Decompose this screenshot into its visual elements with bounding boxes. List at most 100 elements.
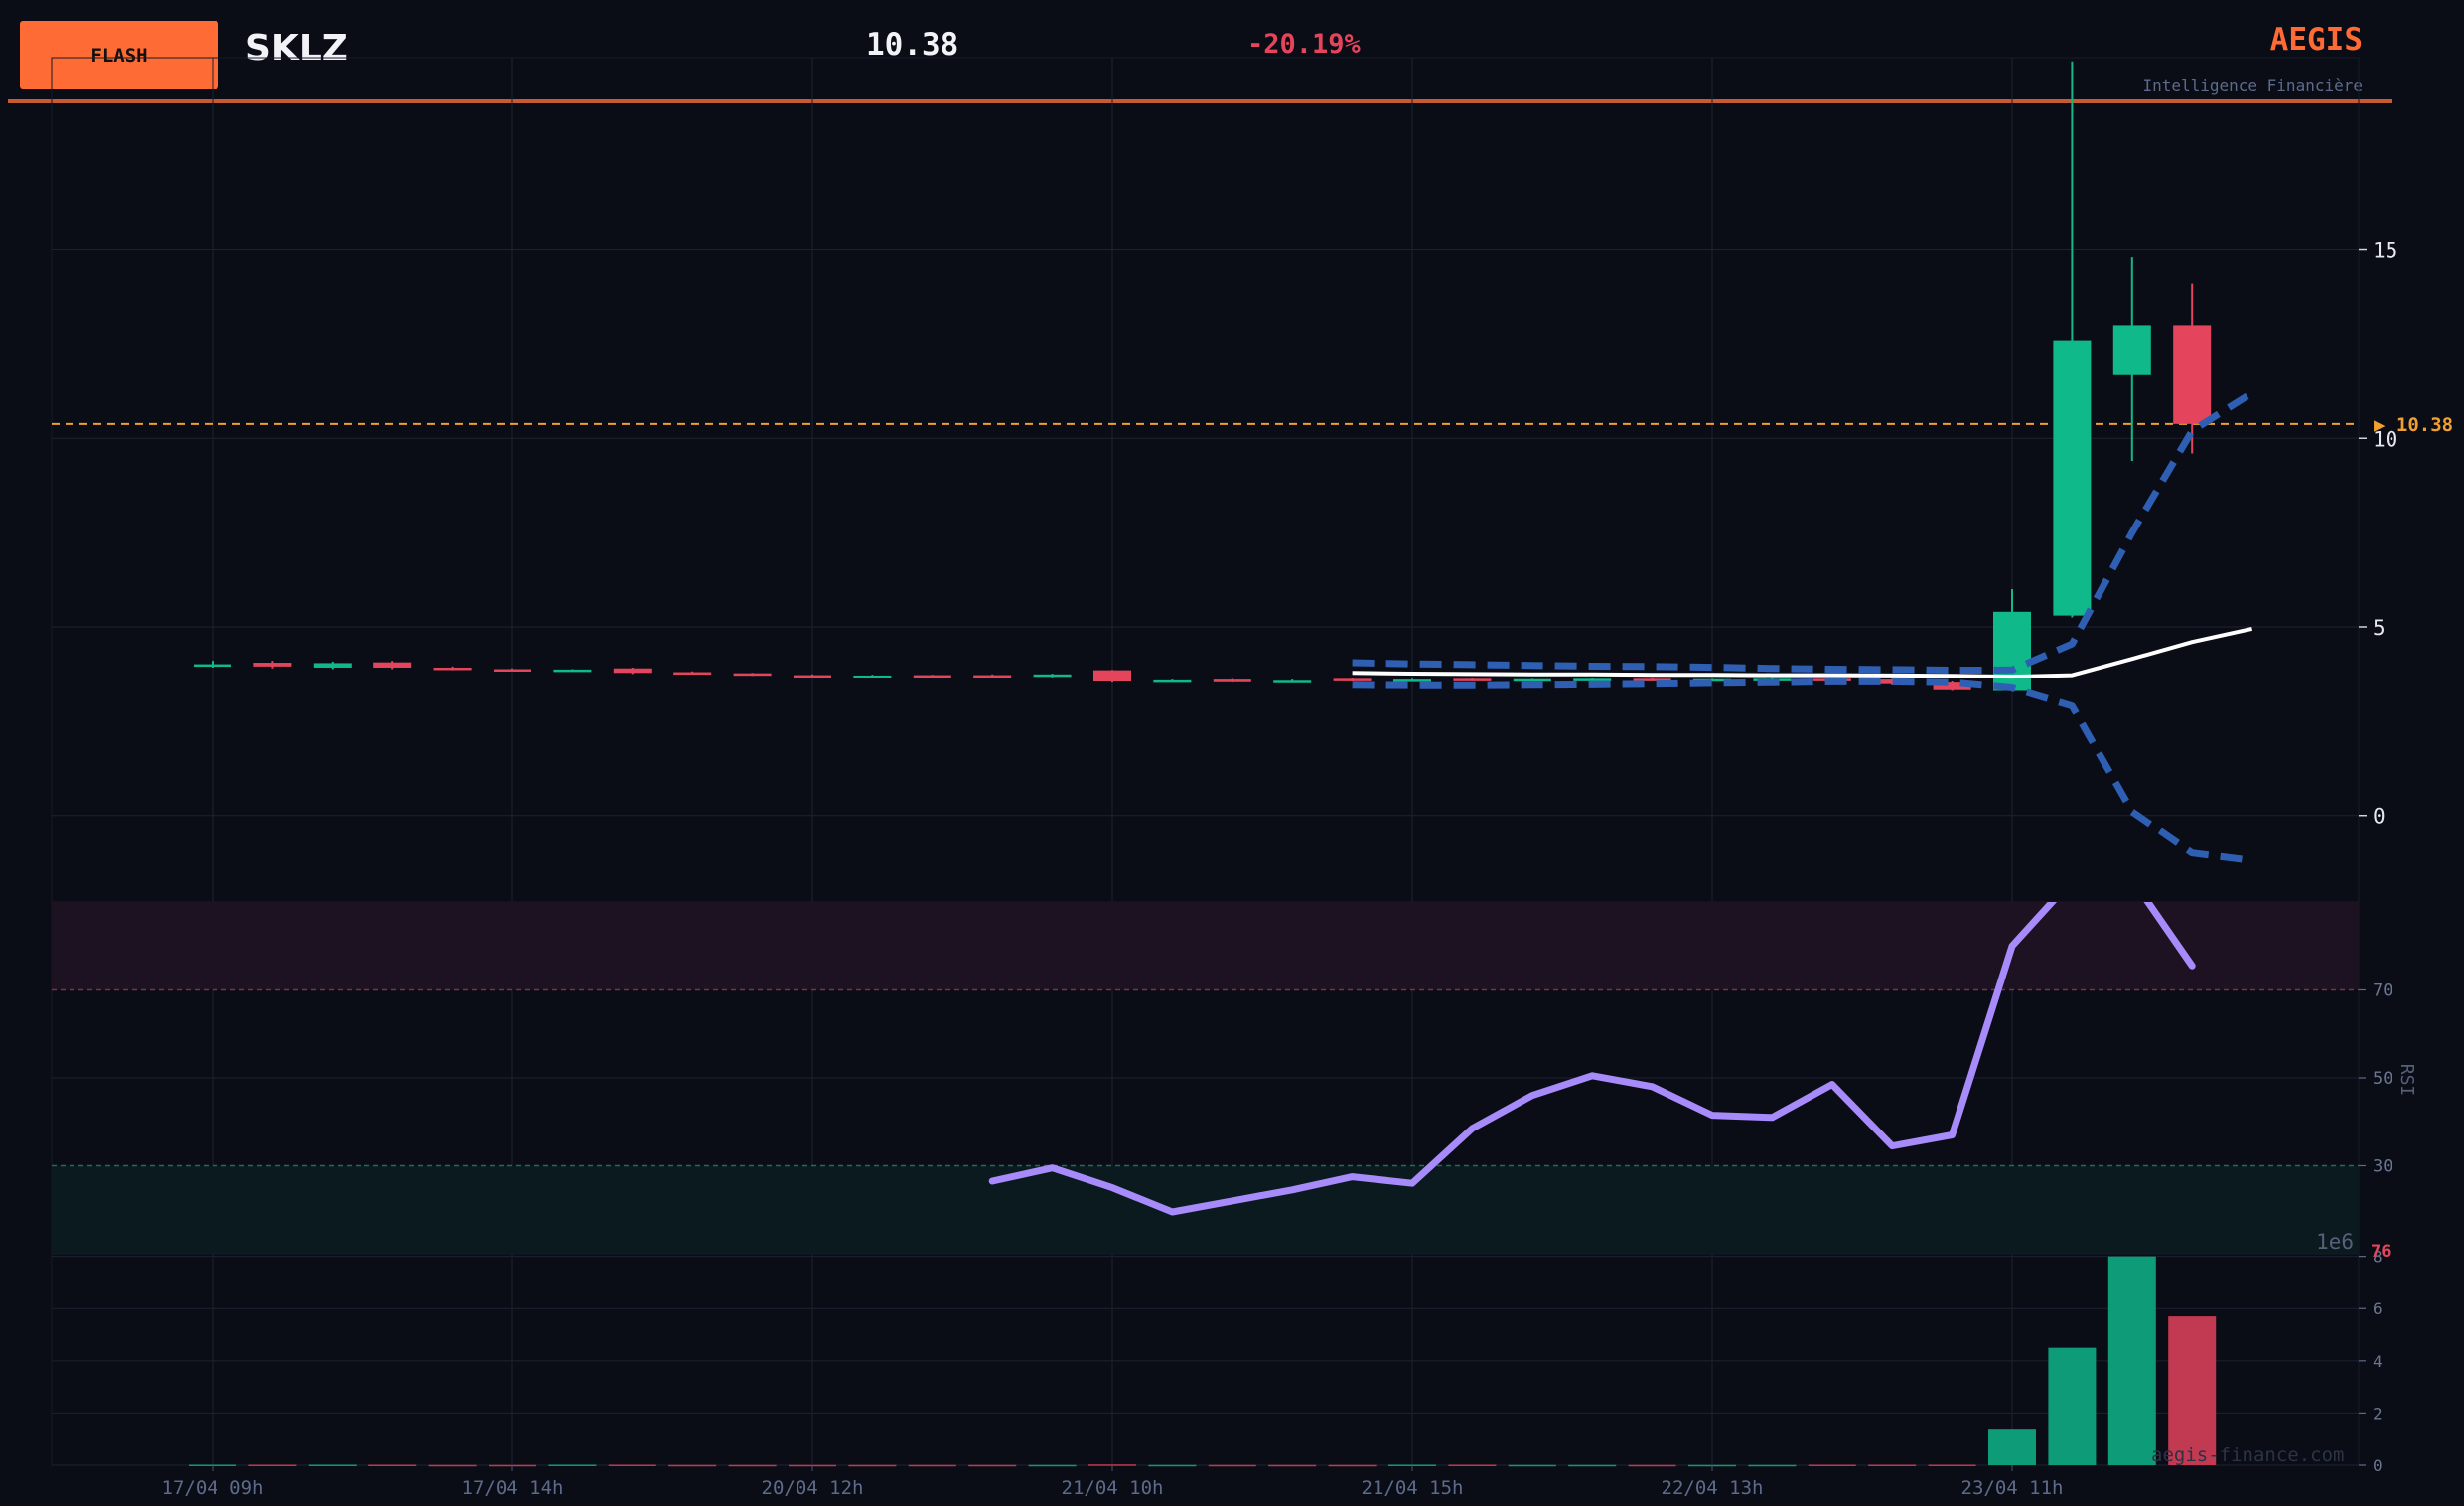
candle-body — [2112, 325, 2151, 375]
candle-body — [1393, 679, 1431, 682]
candle-body — [673, 672, 712, 676]
volume-bar — [1628, 1464, 1676, 1467]
x-tick-label: 21/04 15h — [1362, 1477, 1464, 1499]
candle-body — [1873, 679, 1912, 684]
candle-body — [1513, 678, 1551, 682]
volume-bar — [1028, 1464, 1077, 1467]
x-tick-label: 23/04 11h — [1961, 1477, 2064, 1499]
x-tick-label: 17/04 09h — [162, 1477, 264, 1499]
volume-bar — [1508, 1464, 1556, 1467]
volume-bar — [248, 1464, 297, 1466]
y-tick-label: 2 — [2373, 1404, 2383, 1423]
candle-body — [1573, 678, 1612, 681]
y-tick-label: 8 — [2373, 1248, 2383, 1267]
bollinger-upper-band — [1352, 389, 2254, 675]
y-tick-label: 10 — [2373, 427, 2397, 451]
volume-bar — [1448, 1464, 1497, 1466]
candle-body — [1933, 682, 1971, 690]
rsi-oversold-zone — [52, 1165, 2359, 1254]
x-axis: 17/04 09h 17/04 14h 20/04 12h 21/04 10h 21/0… — [162, 1465, 2064, 1499]
candle-body — [433, 667, 472, 671]
candle-body — [1153, 679, 1192, 683]
candle-body — [1093, 670, 1131, 682]
candle-body — [2173, 325, 2212, 424]
y-tick-label: 6 — [2373, 1299, 2383, 1318]
y-tick-label: 70 — [2373, 981, 2392, 1001]
y-tick-label: 15 — [2373, 239, 2397, 263]
candle-body — [373, 662, 412, 668]
volume-bar — [2168, 1316, 2217, 1465]
candle-body — [973, 675, 1012, 678]
rsi-axis-label: RSI — [2396, 1064, 2417, 1097]
header-divider — [8, 99, 2392, 103]
x-tick-label: 21/04 10h — [1062, 1477, 1164, 1499]
volume-bar — [668, 1464, 717, 1467]
volume-bar — [1088, 1464, 1136, 1466]
volume-bar — [1988, 1429, 2036, 1465]
last-price: 10.38 — [866, 27, 959, 63]
x-tick-label: 22/04 13h — [1662, 1477, 1764, 1499]
volume-bar — [2107, 1256, 2156, 1465]
candle-body — [1453, 678, 1492, 681]
volume-bar — [1268, 1464, 1317, 1467]
volume-bar — [1748, 1464, 1797, 1467]
volume-bar — [1208, 1464, 1256, 1467]
ticker-symbol: SKLZ — [245, 28, 348, 69]
volume-panel: 0 2 4 6 8 1e6 76 — [51, 1230, 2391, 1475]
volume-bar — [308, 1464, 357, 1466]
flash-badge: FLASH — [20, 21, 218, 89]
volume-bar — [1868, 1464, 1917, 1466]
candle-body — [853, 675, 892, 678]
volume-bar — [848, 1464, 897, 1467]
volume-bar — [1928, 1464, 1976, 1466]
x-tick-label: 20/04 12h — [762, 1477, 864, 1499]
header: FLASH SKLZ 10.38 -20.19% AEGIS Intellige… — [0, 0, 2464, 103]
candle-body — [613, 668, 652, 674]
brand-logo: AEGIS — [2269, 22, 2363, 58]
candle-body — [1633, 678, 1671, 681]
bollinger-lower-band — [1352, 678, 2253, 864]
price-change: -20.19% — [1247, 29, 1361, 60]
candle-body — [794, 675, 831, 678]
candle-body — [1273, 680, 1312, 683]
volume-bar — [968, 1464, 1017, 1467]
brand-tagline: Intelligence Financière — [2142, 76, 2363, 95]
candle-body — [2053, 340, 2092, 616]
volume-bar — [1328, 1464, 1377, 1467]
volume-bar — [2048, 1347, 2097, 1465]
y-tick-label: 0 — [2373, 805, 2386, 828]
candle-body — [313, 663, 352, 668]
candle-body — [1033, 674, 1072, 678]
y-tick-label: 30 — [2373, 1157, 2392, 1177]
candle-body — [1693, 678, 1731, 682]
candle-body — [253, 663, 292, 667]
volume-bar — [1568, 1464, 1617, 1467]
rsi-panel: 30 50 70 RSI — [51, 901, 2417, 1255]
volume-bar — [548, 1464, 597, 1466]
candle-body — [553, 669, 592, 673]
rsi-last-value-label: 76 — [2371, 1242, 2391, 1262]
volume-bar — [1148, 1464, 1197, 1467]
last-price-label: ▶ 10.38 — [2374, 414, 2453, 436]
candle-body — [494, 669, 531, 672]
candle-body — [733, 673, 772, 677]
candle-body — [1993, 611, 2031, 691]
watermark: aegis-finance.com — [2151, 1444, 2345, 1466]
candle-body — [1213, 679, 1251, 682]
candle-body — [194, 664, 231, 668]
sma-line — [1352, 626, 2253, 679]
volume-bar — [908, 1464, 956, 1467]
volume-scale-label: 1e6 — [2316, 1230, 2354, 1254]
panel-frame — [51, 57, 2360, 903]
volume-bar — [1808, 1464, 1856, 1466]
volume-bar — [728, 1464, 777, 1467]
y-tick-label: 50 — [2373, 1069, 2392, 1089]
rsi-line — [988, 902, 2196, 1216]
volume-bar — [368, 1464, 417, 1466]
rsi-overbought-zone — [52, 902, 2359, 990]
y-tick-label: 5 — [2373, 616, 2386, 640]
y-tick-label: 4 — [2373, 1352, 2383, 1371]
x-tick-label: 17/04 14h — [462, 1477, 564, 1499]
volume-bar — [608, 1464, 656, 1466]
